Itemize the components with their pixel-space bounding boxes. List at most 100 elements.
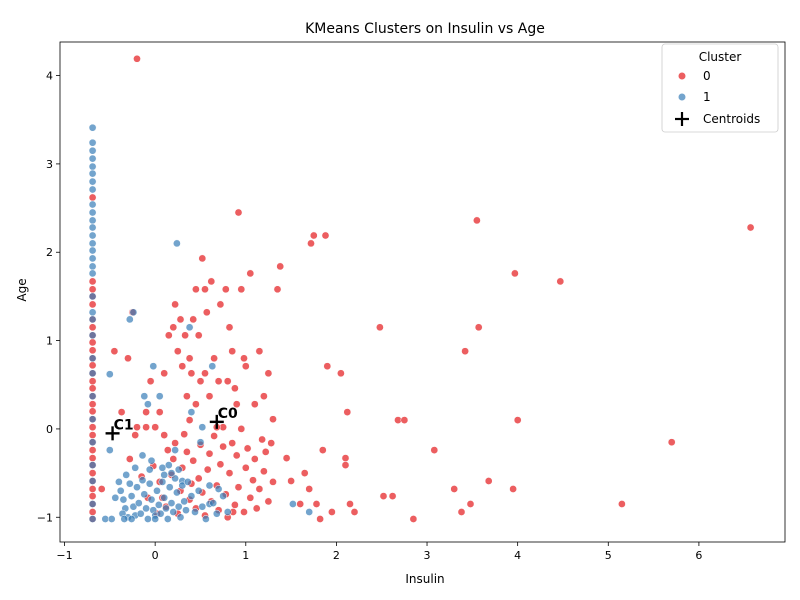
cluster-0-point bbox=[269, 478, 277, 486]
cluster-0-point bbox=[258, 435, 266, 444]
cluster-0-point bbox=[194, 331, 203, 340]
cluster-1-point bbox=[88, 154, 97, 163]
cluster-1-point bbox=[88, 239, 97, 248]
cluster-0-point bbox=[88, 384, 97, 393]
cluster-1-point bbox=[116, 486, 125, 495]
cluster-1-point bbox=[88, 138, 97, 147]
cluster-0-point bbox=[221, 285, 230, 294]
cluster-0-point bbox=[205, 392, 214, 401]
cluster-1-point bbox=[174, 502, 183, 511]
x-tick-label: −1 bbox=[56, 549, 72, 562]
cluster-1-point bbox=[136, 509, 145, 518]
cluster-0-point bbox=[376, 323, 384, 332]
cluster-0-point bbox=[160, 431, 169, 439]
cluster-1-point bbox=[209, 499, 218, 507]
cluster-1-point bbox=[88, 262, 97, 271]
cluster-0-point bbox=[474, 323, 483, 332]
y-tick-label: 4 bbox=[46, 70, 53, 83]
cluster-0-point bbox=[164, 331, 173, 340]
cluster-0-point bbox=[202, 308, 211, 317]
cluster-1-point bbox=[187, 492, 196, 500]
cluster-0-point bbox=[318, 446, 327, 454]
cluster-0-point bbox=[261, 448, 270, 456]
cluster-1-point bbox=[205, 481, 214, 490]
cluster-0-point bbox=[341, 454, 350, 462]
cluster-0-point bbox=[173, 347, 182, 356]
cluster-0-point bbox=[252, 504, 261, 513]
cluster-1-point bbox=[88, 231, 97, 240]
y-tick-label: 0 bbox=[46, 423, 53, 436]
cluster-0-point bbox=[192, 285, 200, 294]
cluster-0-point bbox=[88, 400, 97, 409]
cluster-1-point bbox=[142, 504, 150, 513]
cluster-1-point bbox=[138, 476, 147, 485]
cluster-0-point bbox=[117, 408, 126, 416]
cluster-0-point bbox=[181, 331, 189, 340]
cluster-1-point bbox=[149, 362, 158, 371]
cluster-1-point bbox=[88, 331, 97, 340]
cluster-0-point bbox=[249, 476, 257, 485]
cluster-0-point bbox=[509, 485, 517, 493]
cluster-0-point bbox=[241, 362, 250, 371]
cluster-1-point bbox=[107, 515, 116, 523]
chart-title: KMeans Clusters on Insulin vs Age bbox=[305, 21, 545, 37]
cluster-0-point bbox=[287, 477, 295, 485]
cluster-1-point bbox=[140, 490, 149, 499]
cluster-0-point bbox=[210, 354, 218, 363]
cluster-0-point bbox=[511, 269, 519, 278]
cluster-0-point bbox=[183, 448, 191, 456]
cluster-1-point bbox=[125, 479, 134, 488]
cluster-1-point bbox=[171, 446, 179, 454]
cluster-1-point bbox=[171, 474, 179, 483]
cluster-1-point bbox=[88, 392, 97, 401]
cluster-1-point bbox=[88, 169, 97, 178]
cluster-0-point bbox=[88, 338, 97, 347]
cluster-0-point bbox=[203, 465, 212, 474]
cluster-1-point bbox=[144, 515, 152, 523]
cluster-1-point bbox=[198, 502, 207, 511]
cluster-0-point bbox=[187, 369, 196, 378]
cluster-1-point bbox=[158, 478, 167, 486]
cluster-0-point bbox=[307, 239, 315, 248]
cluster-1-point bbox=[88, 315, 97, 324]
x-tick-label: 0 bbox=[152, 549, 159, 562]
cluster-1-point bbox=[88, 308, 97, 317]
cluster-1-point bbox=[160, 471, 169, 479]
cluster-0-point bbox=[88, 300, 97, 309]
cluster-1-point bbox=[88, 200, 97, 209]
cluster-1-point bbox=[223, 508, 232, 516]
cluster-1-point bbox=[88, 292, 97, 301]
ticks-layer: −1 0 1 2 3 4 5 6 −1 0 1 2 3 4 bbox=[37, 70, 703, 562]
cluster-0-point bbox=[321, 231, 330, 240]
cluster-1-point bbox=[88, 269, 97, 278]
cluster-0-point bbox=[88, 285, 97, 294]
cluster-1-point bbox=[88, 123, 97, 132]
cluster-1-point bbox=[122, 471, 131, 479]
cluster-0-point bbox=[142, 423, 150, 432]
cluster-0-point bbox=[232, 451, 241, 460]
cluster-0-point bbox=[133, 423, 141, 432]
cluster-0-point bbox=[88, 469, 97, 477]
cluster-0-point bbox=[246, 493, 255, 502]
cluster-0-point bbox=[88, 193, 97, 202]
points-layer: C0 C1 bbox=[88, 54, 755, 523]
cluster-0-point bbox=[264, 497, 273, 506]
y-tick-label: 3 bbox=[46, 158, 53, 171]
cluster-0-point bbox=[201, 369, 209, 378]
cluster-1-point bbox=[151, 515, 160, 523]
cluster-1-point bbox=[173, 488, 181, 497]
cluster-0-point bbox=[231, 384, 239, 393]
cluster-0-point bbox=[430, 446, 439, 454]
cluster-1-point bbox=[140, 392, 149, 401]
cluster-0-point bbox=[269, 415, 277, 424]
cluster-0-point bbox=[231, 501, 239, 509]
centroid-label: C1 bbox=[114, 417, 134, 433]
cluster-0-point bbox=[556, 277, 565, 286]
cluster-1-point bbox=[165, 483, 174, 492]
cluster-1-point bbox=[185, 323, 194, 332]
legend-label-centroids: Centroids bbox=[703, 112, 760, 126]
cluster-0-point bbox=[196, 377, 205, 386]
cluster-0-point bbox=[228, 439, 237, 447]
cluster-0-point bbox=[473, 216, 481, 225]
